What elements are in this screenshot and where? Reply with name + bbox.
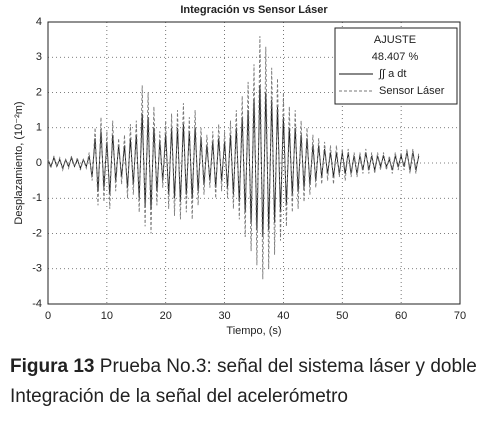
y-tick-label: -4 [32,298,42,310]
x-tick-label: 50 [336,310,348,322]
legend-label: Sensor Láser [379,85,445,97]
y-tick-label: -3 [32,263,42,275]
y-tick-label: -1 [32,192,42,204]
x-tick-label: 30 [218,310,230,322]
y-tick-label: 1 [36,122,42,134]
legend-annotation: 48.407 % [372,51,419,63]
legend-label: ∫∫ a dt [378,68,406,80]
x-tick-label: 0 [45,310,51,322]
series-line [47,36,420,280]
y-tick-label: 3 [36,51,42,63]
y-axis-label: Desplazamiento, (10⁻²m) [13,101,25,224]
x-tick-label: 10 [101,310,113,322]
legend-annotation: AJUSTE [374,34,416,46]
y-tick-label: 2 [36,86,42,98]
y-tick-label: -2 [32,227,42,239]
y-tick-label: 4 [36,16,42,28]
x-axis-label: Tiempo, (s) [226,325,281,337]
x-tick-label: 60 [395,310,407,322]
caption-text: Prueba No.3: señal del sistema láser y d… [10,356,477,407]
chart: Integración vs Sensor Láser Tiempo, (s) … [13,4,466,337]
x-tick-label: 70 [454,310,466,322]
plot-frame [47,21,461,305]
series-line [47,85,420,238]
caption: Figura 13 Prueba No.3: señal del sistema… [10,352,485,412]
y-tick-label: 0 [36,157,42,169]
x-tick-label: 40 [277,310,289,322]
x-tick-label: 20 [160,310,172,322]
caption-label: Figura 13 [10,356,95,377]
chart-title: Integración vs Sensor Láser [180,4,328,16]
